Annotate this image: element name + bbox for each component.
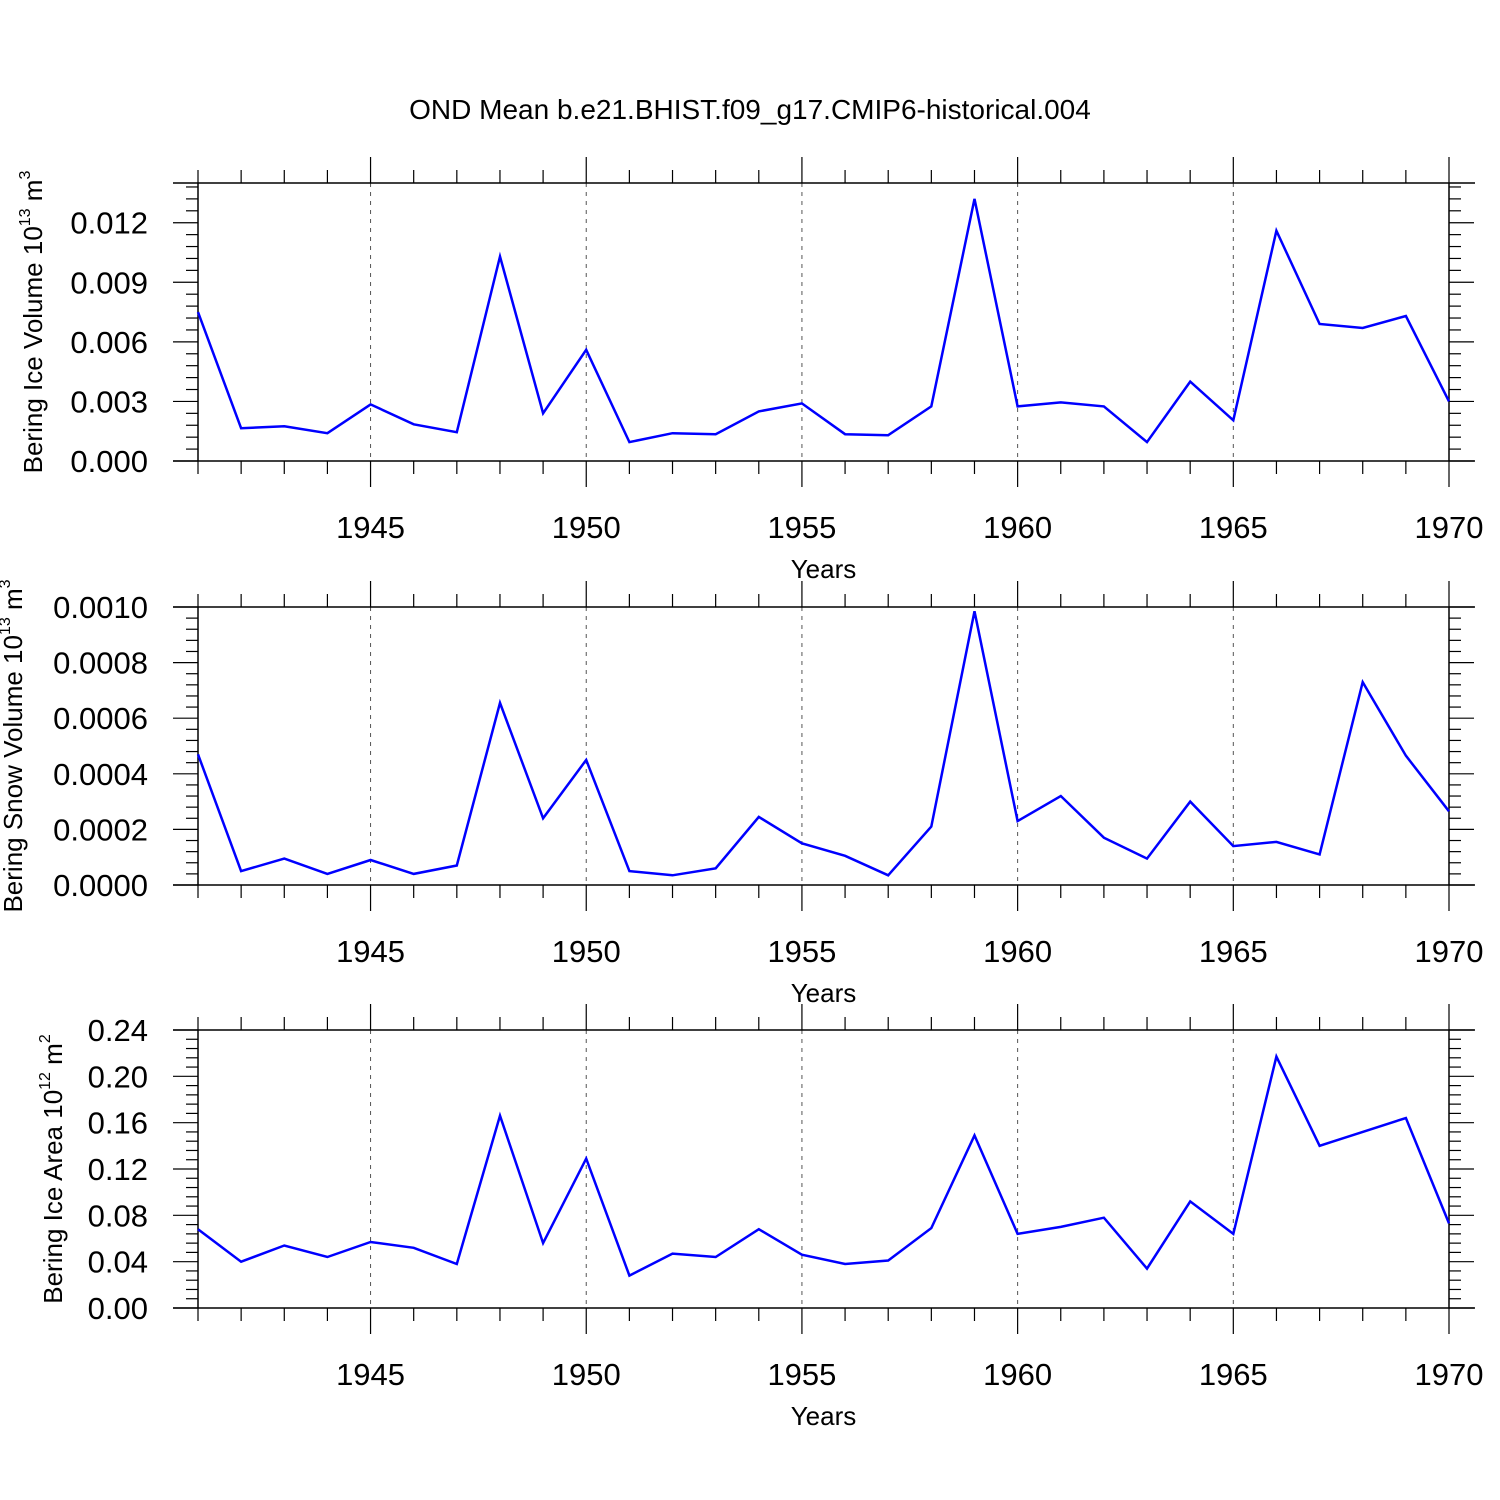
y-axis-label-exponent: 13 bbox=[17, 208, 34, 226]
y-axis-label-unit: m bbox=[18, 180, 48, 209]
x-tick-label: 1970 bbox=[1415, 1357, 1484, 1392]
x-tick-label: 1945 bbox=[336, 510, 405, 545]
x-tick-label: 1960 bbox=[983, 934, 1052, 969]
y-axis-label-unit-exponent: 2 bbox=[37, 1034, 54, 1043]
y-tick-label: 0.20 bbox=[88, 1059, 148, 1094]
y-tick-label: 0.16 bbox=[88, 1106, 148, 1141]
y-tick-label: 0.12 bbox=[88, 1152, 148, 1187]
y-tick-label: 0.0004 bbox=[53, 757, 148, 792]
y-tick-label: 0.009 bbox=[70, 265, 148, 300]
y-axis-label: Bering Ice Area 1012 m2 bbox=[37, 1034, 68, 1304]
y-axis-label: Bering Snow Volume 1013 m3 bbox=[0, 579, 28, 912]
x-tick-label: 1950 bbox=[552, 510, 621, 545]
y-tick-label: 0.0006 bbox=[53, 701, 148, 736]
x-tick-label: 1955 bbox=[767, 510, 836, 545]
series-line bbox=[196, 610, 1450, 877]
y-axis-label-text: Bering Snow Volume 10 bbox=[0, 635, 28, 913]
y-axis-label-unit-exponent: 3 bbox=[0, 579, 14, 588]
y-tick-label: 0.003 bbox=[70, 384, 148, 419]
y-tick-label: 0.0002 bbox=[53, 812, 148, 847]
chart-panel-2: 1945 1950 1955 1960 1965 1970 Years 0.0000 0.000… bbox=[0, 579, 1483, 1008]
y-tick-label: 0.24 bbox=[88, 1013, 148, 1048]
y-tick-label: 0.0008 bbox=[53, 646, 148, 681]
y-axis-label-unit-exponent: 3 bbox=[17, 171, 34, 180]
x-axis-label: Years bbox=[791, 554, 857, 584]
x-tick-label: 1960 bbox=[983, 510, 1052, 545]
y-tick-label: 0.0010 bbox=[53, 590, 148, 625]
x-axis-label: Years bbox=[791, 978, 857, 1008]
x-tick-label: 1965 bbox=[1199, 934, 1268, 969]
x-tick-label: 1950 bbox=[552, 934, 621, 969]
y-axis-label-exponent: 12 bbox=[37, 1072, 54, 1090]
y-axis-label: Bering Ice Volume 1013 m3 bbox=[17, 171, 48, 474]
y-axis-label-unit: m bbox=[38, 1043, 68, 1072]
chart-panel-1: 1945 1950 1955 1960 1965 1970 Years 0.000 0.003 0… bbox=[17, 157, 1483, 584]
x-tick-label: 1965 bbox=[1199, 1357, 1268, 1392]
x-tick-label: 1955 bbox=[767, 1357, 836, 1392]
x-tick-label: 1945 bbox=[336, 1357, 405, 1392]
chart-panel-3: 1945 1950 1955 1960 1965 1970 Years 0.00 0.04 0.0… bbox=[37, 1004, 1483, 1431]
x-tick-label: 1950 bbox=[552, 1357, 621, 1392]
y-axis-label-exponent: 13 bbox=[0, 617, 14, 635]
x-axis-label: Years bbox=[791, 1401, 857, 1431]
chart-panels: 1945 1950 1955 1960 1965 1970Years0.0000.0030… bbox=[0, 157, 1483, 1431]
y-tick-label: 0.0000 bbox=[53, 868, 148, 903]
x-tick-label: 1970 bbox=[1415, 510, 1484, 545]
y-axis-label-text: Bering Ice Volume 10 bbox=[18, 226, 48, 473]
figure-title: OND Mean b.e21.BHIST.f09_g17.CMIP6-histo… bbox=[409, 94, 1091, 125]
y-tick-label: 0.012 bbox=[70, 206, 148, 241]
series-line bbox=[197, 1052, 1451, 1278]
y-axis-label-unit: m bbox=[0, 588, 28, 617]
x-tick-label: 1965 bbox=[1199, 510, 1268, 545]
x-tick-label: 1960 bbox=[983, 1357, 1052, 1392]
x-tick-label: 1955 bbox=[767, 934, 836, 969]
y-tick-label: 0.04 bbox=[88, 1245, 148, 1280]
y-axis-label-text: Bering Ice Area 10 bbox=[38, 1090, 68, 1304]
y-tick-label: 0.08 bbox=[88, 1198, 148, 1233]
y-tick-label: 0.00 bbox=[88, 1291, 148, 1326]
y-tick-label: 0.006 bbox=[70, 325, 148, 360]
series-line bbox=[196, 198, 1451, 444]
x-tick-label: 1970 bbox=[1415, 934, 1484, 969]
x-tick-label: 1945 bbox=[336, 934, 405, 969]
y-tick-label: 0.000 bbox=[70, 444, 148, 479]
